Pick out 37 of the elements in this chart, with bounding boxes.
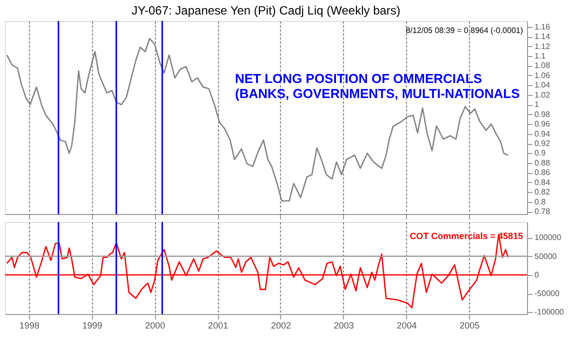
x-tick-label: 1998 bbox=[19, 320, 40, 330]
y-tick-label: 0.96 bbox=[534, 120, 551, 129]
y-tick-label: 0.92 bbox=[534, 139, 551, 148]
y-tick-label: 0.9 bbox=[534, 148, 546, 158]
chart-title: JY-067: Japanese Yen (Pit) Cadj Liq (Weekly bars) bbox=[132, 3, 400, 18]
y-tick-label: 0 bbox=[534, 270, 540, 280]
x-tick-label: 2000 bbox=[145, 320, 166, 330]
y-tick-label: 1.12 bbox=[534, 42, 551, 51]
y-tick-label: 1.02 bbox=[534, 90, 551, 100]
y-tick-label: 0.98 bbox=[534, 110, 551, 119]
y-tick-label: 1.14 bbox=[534, 32, 551, 42]
y-tick-label: 0.82 bbox=[534, 188, 551, 197]
y-tick-label: 0.78 bbox=[534, 207, 551, 216]
x-tick-label: 2004 bbox=[396, 320, 417, 330]
x-tick-label: 2001 bbox=[208, 320, 228, 330]
x-tick-label: 2002 bbox=[270, 320, 291, 330]
annotation: COT Commercials = 45815 bbox=[410, 231, 523, 241]
y-tick-label: 0.86 bbox=[534, 168, 551, 178]
annotation: 8/12/05 08:39 = 0.8964 (-0.0001) bbox=[406, 26, 524, 35]
y-tick-label: 0.94 bbox=[534, 129, 551, 138]
y-tick-label: 1 bbox=[534, 100, 540, 110]
annotation: NET LONG POSITION OF OMMERCIALS (BANKS, GOVERNMENTS, MULTI-NATIONALS bbox=[235, 71, 520, 101]
x-tick-label: 2003 bbox=[334, 320, 354, 330]
y-tick-label: 50000 bbox=[534, 252, 558, 261]
y-tick-label: -100000 bbox=[534, 308, 564, 317]
y-tick-label: 1.08 bbox=[534, 61, 551, 70]
y-tick-label: 100000 bbox=[534, 233, 562, 242]
y-tick-label: 0.84 bbox=[534, 178, 551, 187]
y-tick-label: 0.88 bbox=[534, 158, 551, 168]
x-tick-label: 2005 bbox=[460, 320, 480, 330]
y-tick-label: 1.1 bbox=[534, 52, 546, 61]
x-tick-label: 1999 bbox=[82, 320, 102, 330]
y-tick-label: -50000 bbox=[534, 289, 560, 298]
y-tick-label: 1.04 bbox=[534, 80, 551, 90]
y-tick-label: 1.06 bbox=[534, 70, 551, 80]
y-tick-label: 1.16 bbox=[534, 22, 551, 32]
y-tick-label: 0.8 bbox=[534, 197, 546, 206]
